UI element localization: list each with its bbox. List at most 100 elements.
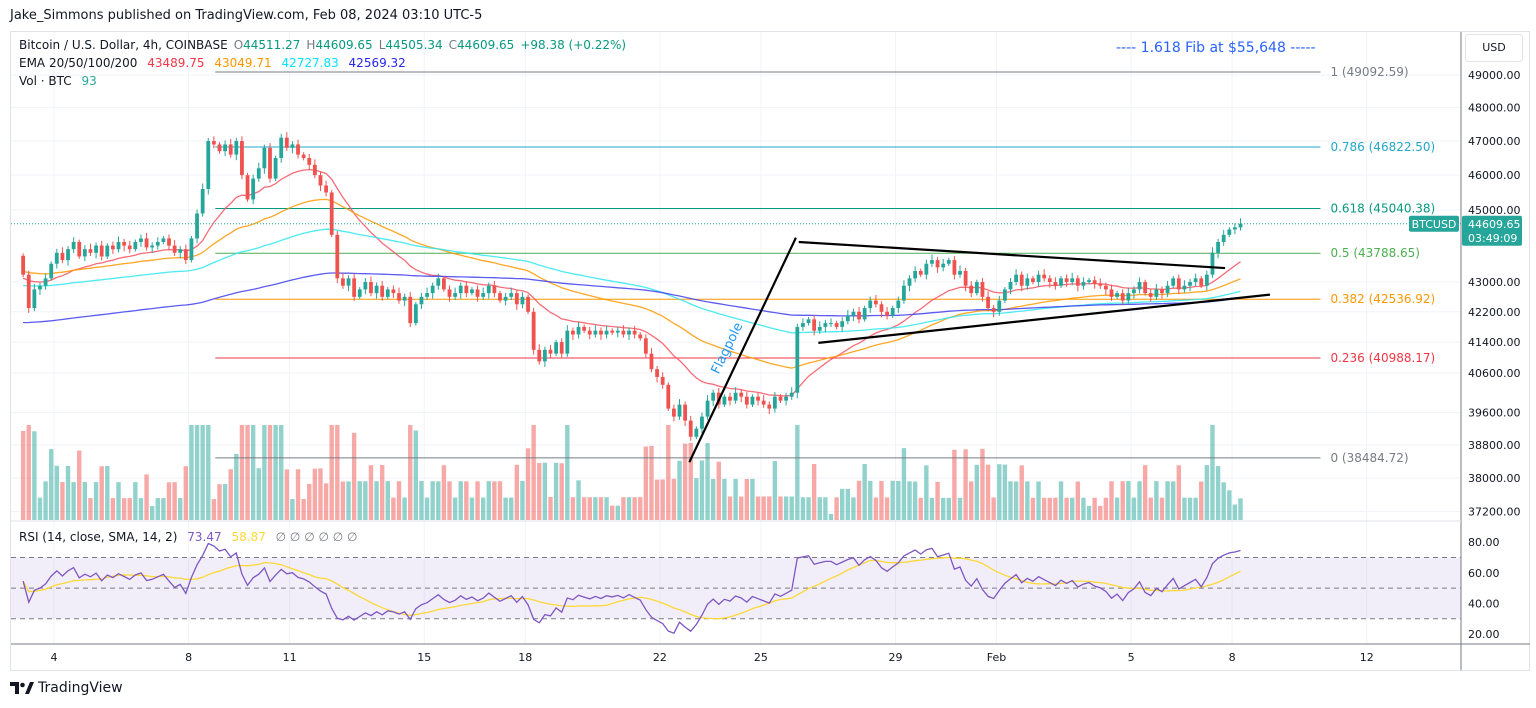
- volume-bar: [323, 483, 329, 520]
- candle-body: [1227, 229, 1232, 235]
- last-price-value: 44609.65: [1468, 218, 1521, 231]
- volume-bar: [1025, 481, 1030, 520]
- price-tick-label: 39600.00: [1468, 407, 1521, 420]
- volume-bar: [1013, 481, 1019, 520]
- tradingview-logo-icon: [10, 682, 34, 694]
- candle-body: [1233, 227, 1237, 230]
- ema-legend[interactable]: EMA 20/50/100/200 43489.75 43049.71 4272…: [19, 56, 412, 70]
- candle-body: [1053, 282, 1058, 286]
- volume-bar: [598, 497, 604, 520]
- candle-body: [829, 323, 833, 325]
- candle-body: [1059, 278, 1063, 286]
- volume-bar: [828, 514, 834, 520]
- volume-bar: [155, 498, 160, 520]
- volume-bar: [778, 496, 783, 520]
- fib-level-label: 0.382 (42536.92): [1330, 292, 1435, 306]
- candle-body: [509, 293, 514, 297]
- time-tick-label: 8: [1229, 651, 1236, 664]
- volume-bar: [783, 496, 789, 520]
- volume-bar: [1199, 481, 1204, 520]
- volume-bar: [1008, 481, 1013, 520]
- pennant-lower-trendline[interactable]: [818, 293, 1271, 344]
- volume-bar: [408, 425, 413, 520]
- high-value: 44609.65: [315, 38, 373, 52]
- candle-body: [795, 326, 800, 393]
- volume-bar: [503, 497, 508, 520]
- volume-bar: [1148, 497, 1153, 520]
- flagpole-trendline[interactable]: [688, 237, 797, 463]
- volume-bar: [980, 448, 985, 520]
- volume-bar: [772, 461, 778, 520]
- volume-bar: [840, 488, 845, 520]
- candle-body: [183, 249, 188, 261]
- volume-bar: [1120, 481, 1125, 520]
- volume-bar: [1070, 497, 1075, 520]
- volume-bar: [149, 506, 155, 520]
- volume-bar: [609, 505, 615, 520]
- volume-bar: [211, 499, 217, 520]
- volume-bar: [643, 446, 649, 520]
- candle-body: [772, 396, 777, 409]
- candle-body: [144, 238, 149, 248]
- candle-body: [548, 349, 553, 354]
- volume-bar: [480, 497, 486, 520]
- candle-body: [649, 353, 654, 370]
- volume-bar: [144, 474, 149, 520]
- candle-body: [632, 330, 637, 335]
- candle-body: [329, 192, 334, 235]
- rsi-line: [22, 542, 1241, 635]
- candle-body: [99, 245, 104, 257]
- time-tick-label: 5: [1128, 651, 1135, 664]
- candle-body: [638, 334, 643, 339]
- price-tick-label: 43000.00: [1468, 276, 1521, 289]
- price-tick-label: 41400.00: [1468, 336, 1521, 349]
- candle-body: [761, 400, 766, 405]
- rsi-legend[interactable]: RSI (14, close, SMA, 14, 2) 73.47 58.87 …: [19, 530, 363, 544]
- volume-bar: [952, 449, 957, 520]
- ema-label: EMA 20/50/100/200: [19, 56, 138, 70]
- open-label: O: [233, 38, 244, 52]
- candle-body: [453, 293, 458, 297]
- candle-body: [127, 245, 132, 250]
- volume-bar: [301, 498, 306, 520]
- candle-body: [206, 141, 211, 189]
- volume-bar: [817, 497, 822, 520]
- pennant-upper-trendline[interactable]: [798, 240, 1226, 270]
- candle-body: [526, 296, 530, 312]
- volume-bar: [346, 481, 351, 520]
- candle-body: [503, 296, 508, 301]
- candle-body: [167, 238, 171, 246]
- candle-body: [1019, 274, 1024, 286]
- candle-body: [49, 263, 54, 279]
- volume-bar: [1232, 504, 1238, 520]
- volume-bar: [329, 425, 334, 520]
- volume-bar: [116, 482, 121, 520]
- volume-bar: [626, 497, 632, 520]
- time-tick-label: 18: [518, 651, 532, 664]
- volume-bar: [755, 496, 761, 520]
- volume-bar: [1170, 481, 1176, 520]
- volume-bar: [514, 464, 520, 520]
- candle-body: [1154, 289, 1159, 297]
- candle-body: [155, 241, 160, 246]
- candle-body: [655, 369, 659, 377]
- footer-logo[interactable]: TradingView: [10, 680, 123, 696]
- volume-bar: [694, 478, 699, 520]
- time-tick-label: 12: [1360, 651, 1374, 664]
- candle-body: [402, 296, 407, 301]
- bar-countdown: 03:49:09: [1468, 232, 1517, 245]
- candle-body: [211, 141, 216, 145]
- rsi-tick-label: 60.00: [1468, 567, 1500, 580]
- volume-bar: [1114, 497, 1120, 520]
- volume-legend[interactable]: Vol · BTC 93: [19, 74, 103, 88]
- candle-body: [268, 147, 272, 179]
- rsi-sma-value: 58.87: [231, 530, 266, 544]
- price-tick-label: 46000.00: [1468, 169, 1521, 182]
- publisher-line: Jake_Simmons published on TradingView.co…: [10, 8, 483, 23]
- price-tick-label: 40600.00: [1468, 367, 1521, 380]
- currency-button[interactable]: USD: [1465, 34, 1523, 62]
- volume-bar: [295, 469, 301, 520]
- candle-body: [397, 293, 401, 301]
- candle-body: [290, 144, 295, 148]
